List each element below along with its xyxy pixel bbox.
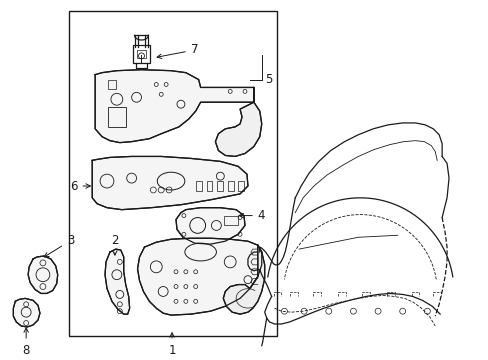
Text: 2: 2 — [111, 234, 119, 255]
Polygon shape — [105, 249, 129, 314]
Polygon shape — [92, 157, 247, 210]
Polygon shape — [223, 245, 264, 314]
Bar — [108, 107, 125, 127]
Bar — [68, 10, 276, 336]
Text: 6: 6 — [70, 180, 90, 193]
Bar — [108, 80, 116, 89]
Polygon shape — [95, 70, 253, 143]
Polygon shape — [215, 87, 261, 157]
Bar — [136, 50, 146, 58]
Bar — [224, 216, 238, 225]
Text: 5: 5 — [264, 73, 271, 86]
Polygon shape — [176, 208, 244, 244]
Polygon shape — [137, 238, 261, 315]
Bar — [206, 181, 212, 191]
Text: 3: 3 — [44, 234, 74, 257]
Bar — [228, 181, 234, 191]
Bar — [217, 181, 223, 191]
Text: 7: 7 — [157, 44, 198, 58]
Polygon shape — [28, 256, 58, 293]
Text: 1: 1 — [168, 333, 176, 357]
Bar — [195, 181, 201, 191]
Bar — [132, 45, 150, 63]
Text: 8: 8 — [22, 328, 30, 357]
Bar — [238, 181, 244, 191]
Polygon shape — [13, 298, 40, 327]
Text: 4: 4 — [239, 209, 265, 222]
